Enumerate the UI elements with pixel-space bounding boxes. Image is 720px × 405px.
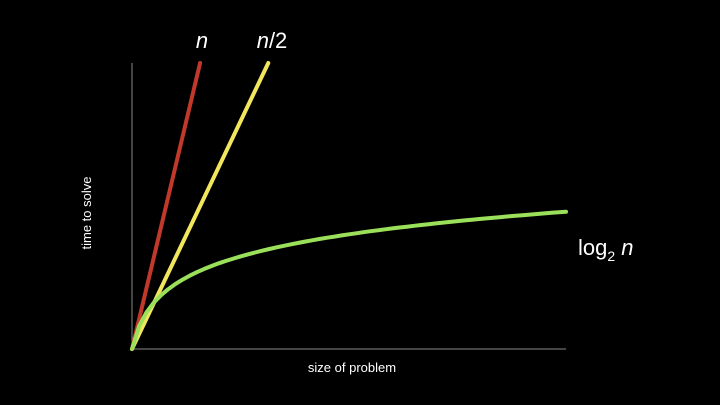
series-label-0: n [196, 28, 208, 53]
series-label-layer: n n/2 log2 n [196, 28, 634, 264]
series-label-2: log2 n [578, 235, 634, 264]
series-line-0 [130, 61, 203, 351]
series-layer [130, 61, 568, 351]
series-label-1: n/2 [257, 28, 288, 53]
y-axis-label: time to solve [79, 177, 94, 250]
series-line-2 [130, 209, 568, 351]
x-axis-label: size of problem [308, 360, 396, 375]
